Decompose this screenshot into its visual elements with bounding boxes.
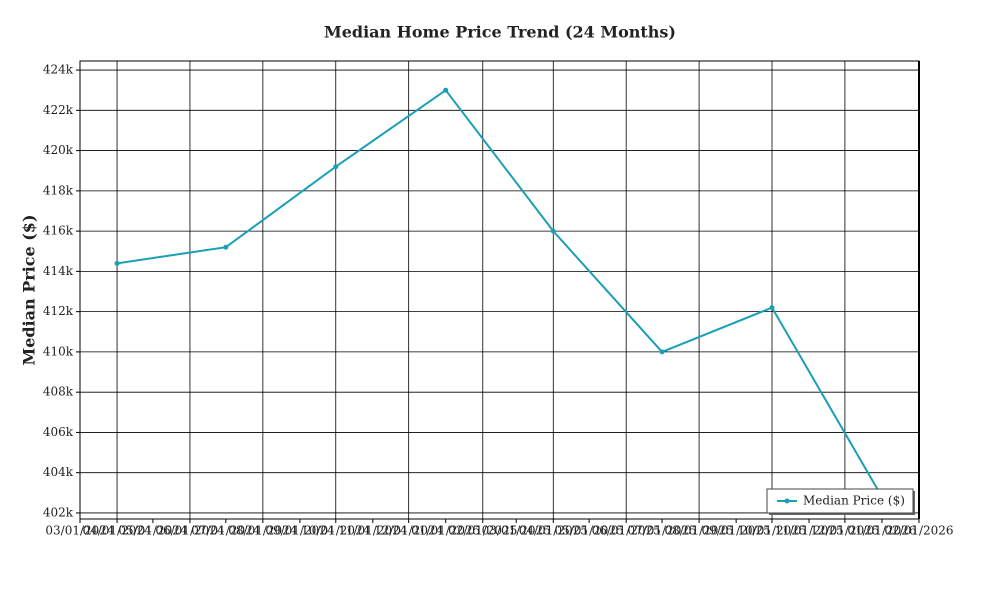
x-tick-label: 07/01/2024	[191, 524, 261, 538]
x-tick-label: 05/01/2025	[555, 524, 624, 538]
legend-label: Median Price ($)	[803, 494, 905, 508]
data-point	[114, 260, 120, 266]
x-tick-label: 08/01/2025	[665, 524, 734, 538]
y-tick-label: 418k	[43, 183, 74, 197]
data-point	[333, 164, 339, 170]
y-tick-label: 412k	[43, 304, 74, 318]
y-tick-label: 404k	[43, 465, 74, 479]
series-line	[116, 88, 883, 498]
x-tick-label: 08/01/2024	[228, 524, 298, 538]
y-tick-label: 420k	[43, 143, 74, 157]
data-point	[223, 244, 229, 250]
data-point	[769, 305, 775, 311]
x-tick-label: 02/01/2026	[884, 524, 953, 538]
y-tick-label: 416k	[43, 224, 74, 238]
x-tick-label: 11/01/2025	[774, 524, 843, 538]
x-tick-label: 09/01/2025	[702, 524, 771, 538]
x-tick-label: 10/01/2024	[301, 524, 371, 538]
x-tick-label: 01/01/2026	[847, 524, 916, 538]
y-tick-label: 408k	[43, 385, 74, 399]
y-tick-label: 414k	[43, 264, 74, 278]
x-tick-label: 12/01/2025	[810, 524, 879, 538]
y-axis-label: Median Price ($)	[20, 214, 39, 365]
y-tick-label: 424k	[43, 63, 74, 77]
x-tick-label: 04/01/2024	[82, 524, 152, 538]
x-tick-label: 03/01/2024	[45, 524, 115, 538]
x-tick-label: 10/01/2025	[737, 524, 806, 538]
x-tick-label: 03/01/2025	[482, 524, 551, 538]
x-tick-label: 12/01/2024	[374, 524, 444, 538]
data-point	[443, 87, 449, 93]
x-tick-label: 06/01/2025	[592, 524, 661, 538]
x-tick-label: 09/01/2024	[265, 524, 335, 538]
data-point	[659, 349, 665, 355]
data-point	[550, 228, 556, 234]
x-tick-label: 07/01/2025	[627, 524, 696, 538]
x-tick-label: 04/01/2025	[519, 524, 588, 538]
y-tick-label: 410k	[43, 344, 74, 358]
x-tick-label: 02/01/2025	[448, 524, 517, 538]
y-tick-label: 406k	[43, 425, 74, 439]
legend-marker	[784, 498, 790, 504]
x-tick-label: 11/01/2024	[338, 524, 408, 538]
x-tick-label: 05/01/2024	[118, 524, 188, 538]
chart-title: Median Home Price Trend (24 Months)	[324, 23, 676, 42]
legend: Median Price ($)	[766, 488, 915, 515]
x-tick-label: 01/01/2025	[411, 524, 480, 538]
y-tick-label: 422k	[43, 103, 74, 117]
y-tick-label: 402k	[43, 505, 74, 519]
x-tick-label: 06/01/2024	[155, 524, 225, 538]
